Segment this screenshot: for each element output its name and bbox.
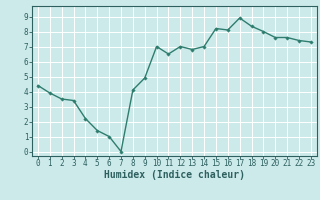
X-axis label: Humidex (Indice chaleur): Humidex (Indice chaleur) <box>104 170 245 180</box>
